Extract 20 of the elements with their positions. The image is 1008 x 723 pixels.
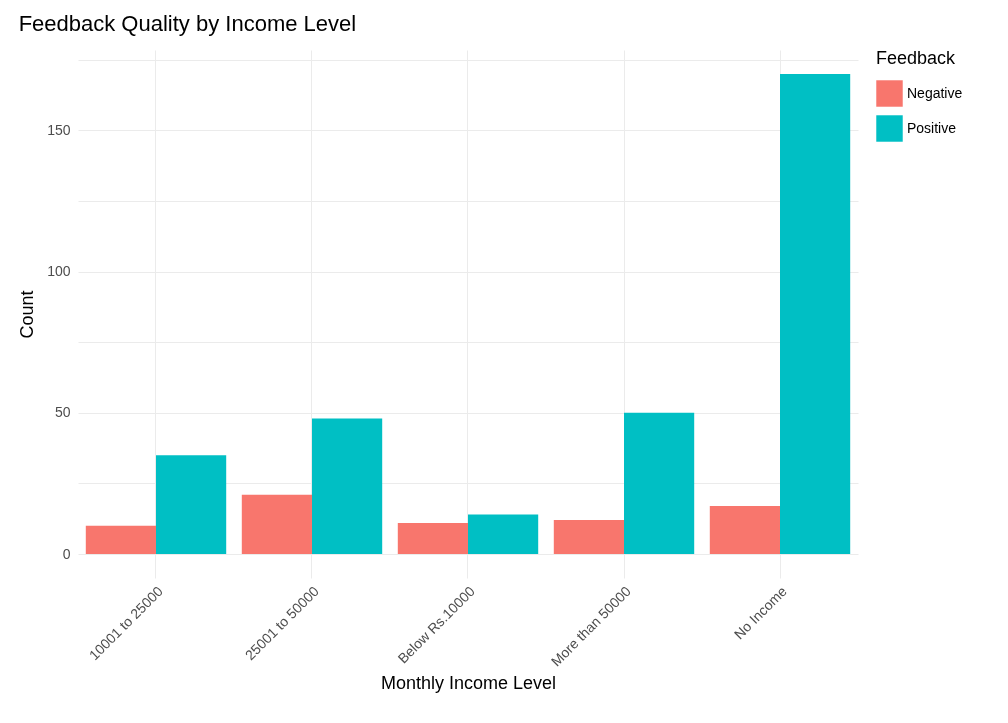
- bar: [624, 412, 695, 554]
- legend-label: Positive: [907, 119, 957, 136]
- bar: [85, 525, 156, 554]
- y-axis-title: Count: [17, 290, 38, 339]
- y-tick-label: 100: [47, 263, 71, 280]
- bar: [780, 74, 851, 554]
- bar: [156, 455, 227, 554]
- bar: [468, 514, 539, 554]
- x-axis-title: Monthly Income Level: [380, 673, 557, 694]
- bar: [241, 494, 312, 554]
- bar: [709, 506, 780, 554]
- legend-label: Negative: [907, 84, 963, 101]
- y-tick-label: 150: [47, 121, 71, 138]
- bar: [397, 522, 468, 554]
- legend-title: Feedback: [876, 48, 957, 68]
- y-tick-label: 0: [62, 545, 71, 562]
- y-tick-label: 50: [54, 404, 71, 421]
- bar: [312, 418, 383, 554]
- bar: [553, 520, 624, 554]
- chart-title: Feedback Quality by Income Level: [18, 11, 357, 36]
